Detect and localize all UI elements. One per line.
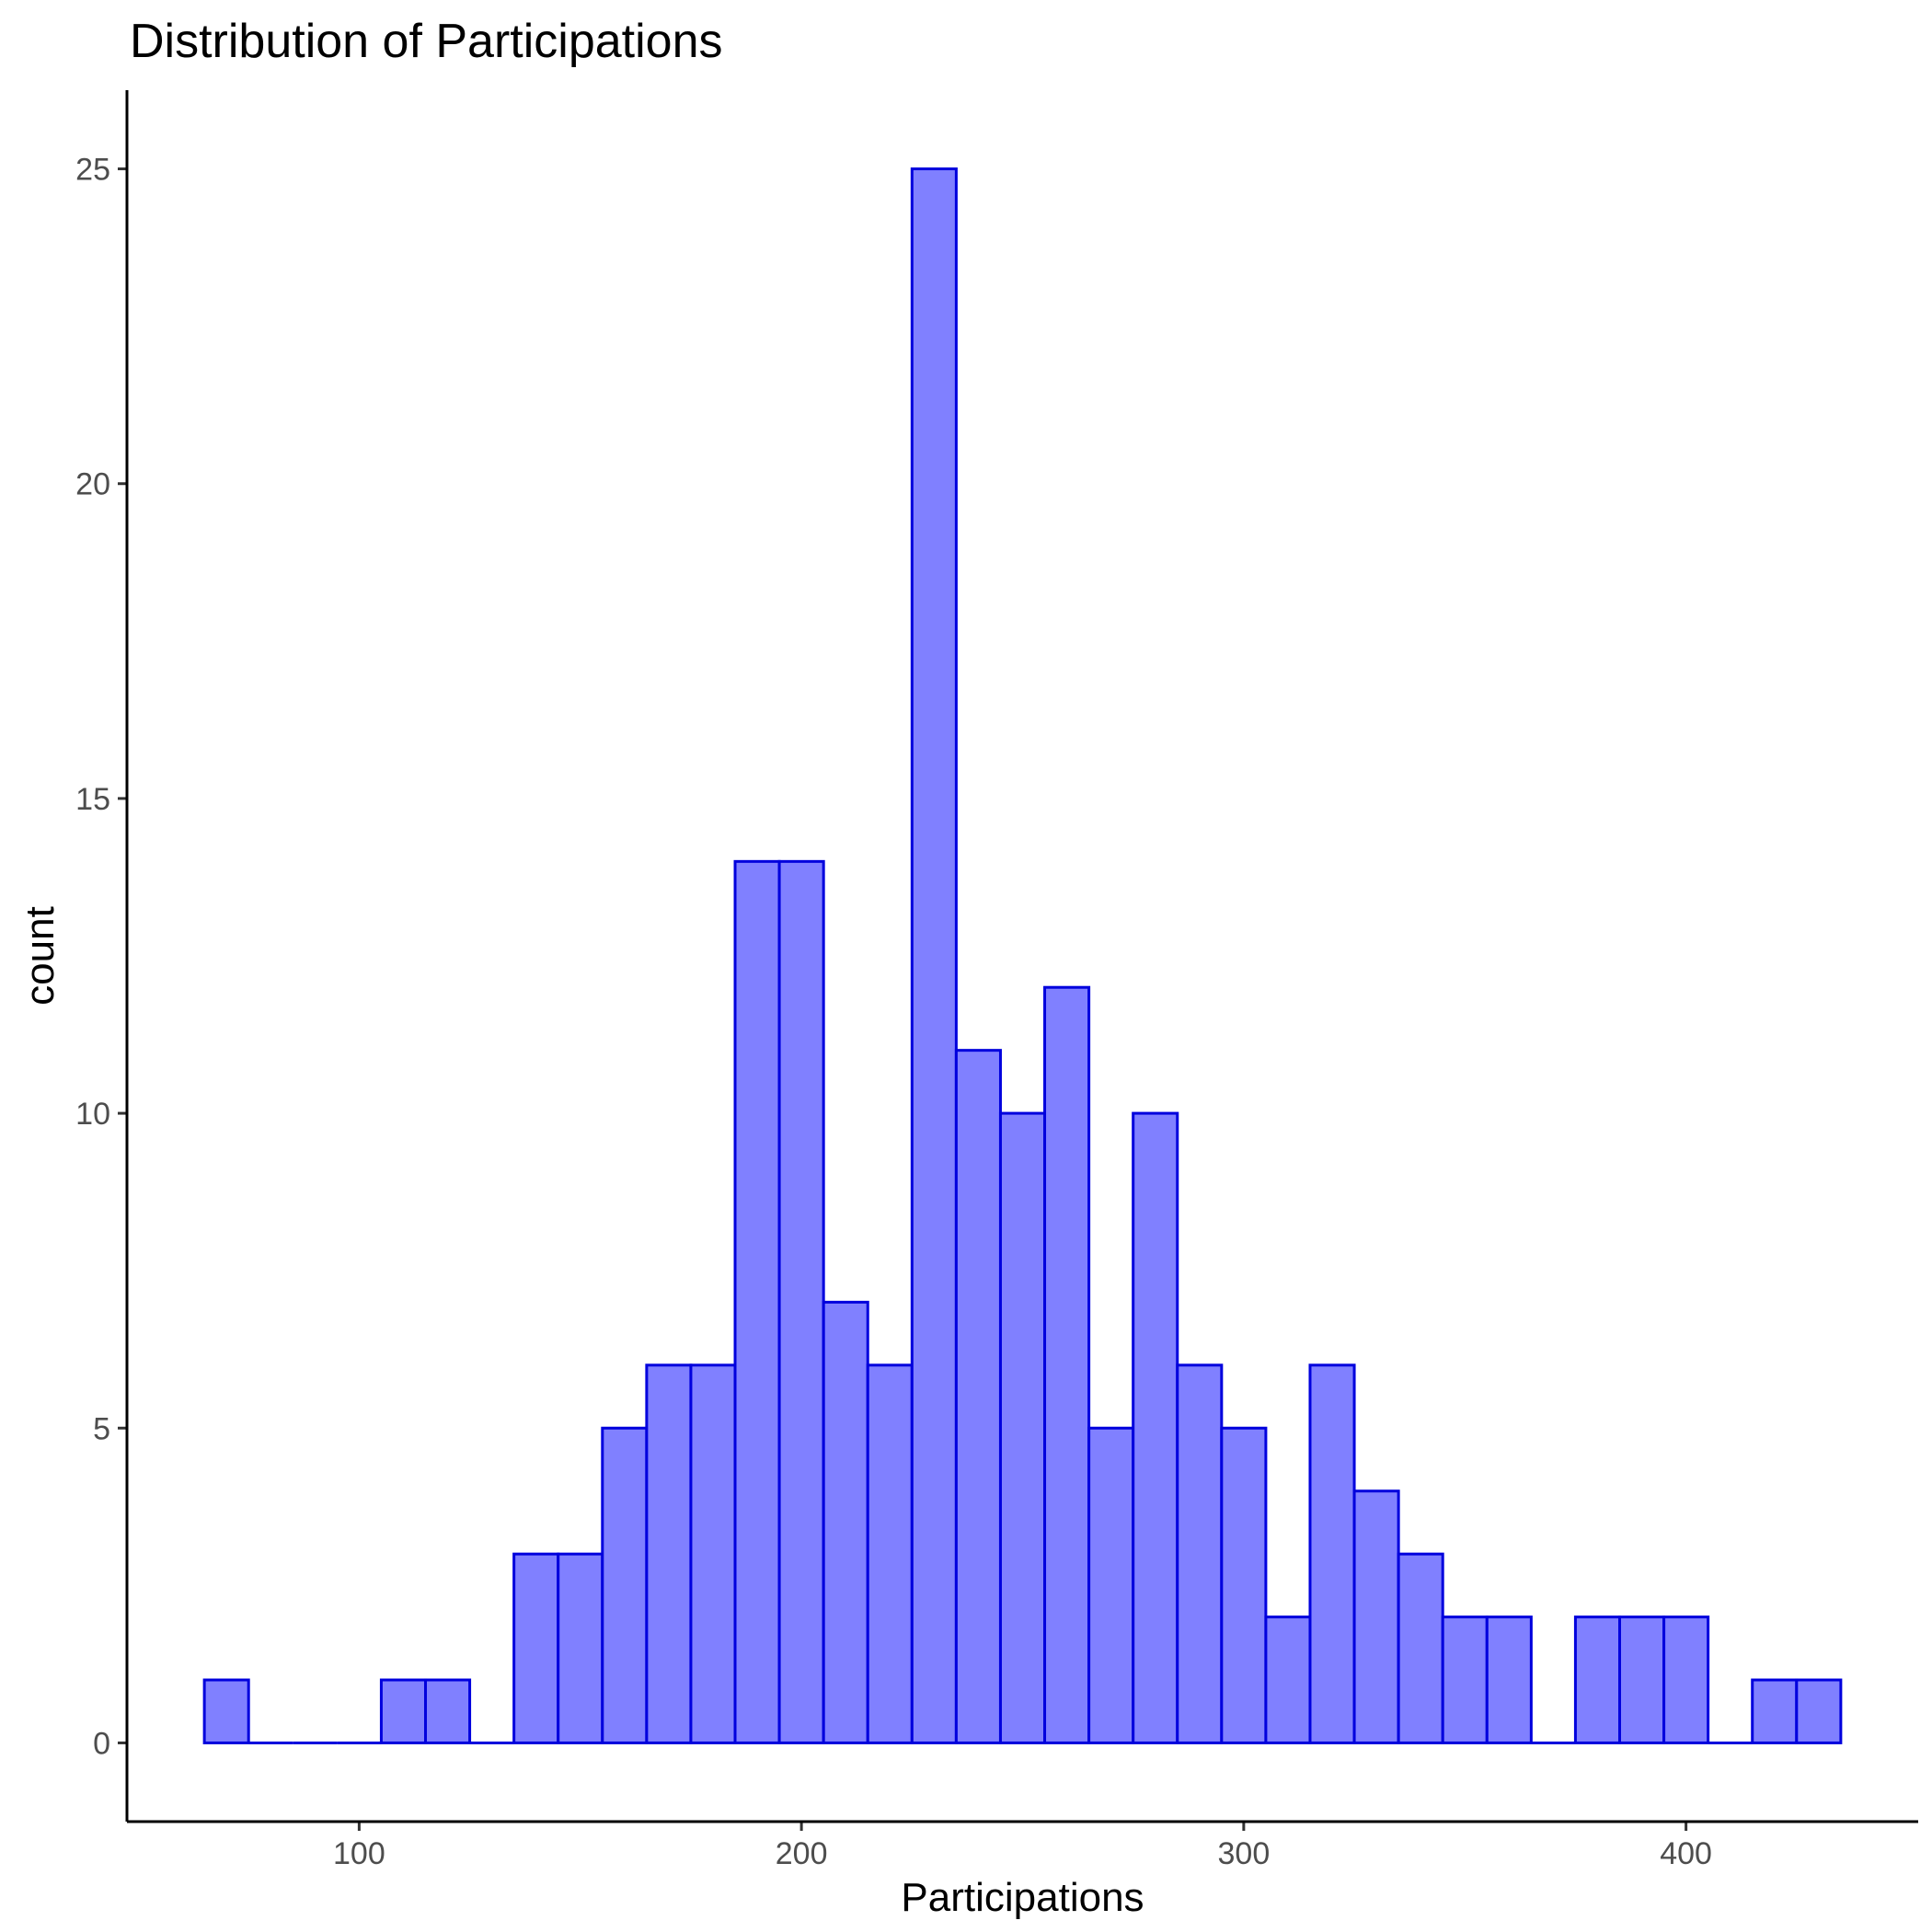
x-tick-label: 100	[333, 1836, 385, 1871]
histogram-bar	[1043, 985, 1091, 1744]
histogram-bar	[379, 1678, 428, 1744]
histogram-bar	[202, 1678, 250, 1744]
histogram-bar	[1087, 1426, 1135, 1744]
histogram-bar	[1485, 1616, 1533, 1744]
y-tick-label: 10	[75, 1097, 110, 1132]
histogram-bar	[557, 1552, 604, 1744]
histogram-bar	[1618, 1616, 1666, 1744]
histogram-bar	[866, 1363, 914, 1744]
chart-title: Distribution of Participations	[130, 15, 723, 68]
x-tick-label: 300	[1218, 1836, 1271, 1871]
histogram-bar	[1573, 1616, 1621, 1744]
histogram-bar	[512, 1552, 560, 1744]
x-tick-label: 400	[1660, 1836, 1712, 1871]
histogram-bar	[1352, 1489, 1400, 1744]
histogram-bar	[689, 1363, 737, 1744]
histogram-bar	[998, 1111, 1047, 1744]
y-tick-label: 5	[93, 1411, 110, 1446]
x-axis-ticks: 100 200 300 400	[333, 1822, 1712, 1871]
histogram-bar	[601, 1426, 649, 1744]
histogram-bar	[910, 167, 958, 1744]
histogram-bar	[424, 1678, 472, 1744]
histogram-bar	[1264, 1616, 1312, 1744]
y-axis-title: count	[17, 906, 63, 1006]
histogram-bar	[1441, 1616, 1489, 1744]
histogram-bar	[777, 859, 825, 1744]
histogram-bar	[1397, 1552, 1444, 1744]
histogram-bar	[645, 1363, 693, 1744]
histogram-bar	[1795, 1678, 1843, 1744]
y-tick-label: 15	[75, 782, 110, 817]
histogram-bar	[1662, 1616, 1710, 1744]
histogram-bar	[733, 859, 781, 1744]
y-tick-label: 20	[75, 467, 110, 502]
histogram-bar	[1751, 1678, 1799, 1744]
histogram-bar	[1220, 1426, 1268, 1744]
histogram-bar	[1308, 1363, 1356, 1744]
histogram-bar	[954, 1049, 1002, 1744]
histogram-bar	[1176, 1363, 1224, 1744]
histogram-bar	[822, 1300, 869, 1744]
x-tick-label: 200	[776, 1836, 828, 1871]
y-tick-label: 0	[93, 1726, 110, 1761]
y-axis-ticks: 0 5 10 15 20 25	[75, 153, 127, 1761]
histogram-bar	[1132, 1111, 1179, 1744]
x-axis-title: Participations	[901, 1875, 1144, 1920]
y-tick-label: 25	[75, 153, 110, 188]
bars-layer	[202, 167, 1843, 1744]
